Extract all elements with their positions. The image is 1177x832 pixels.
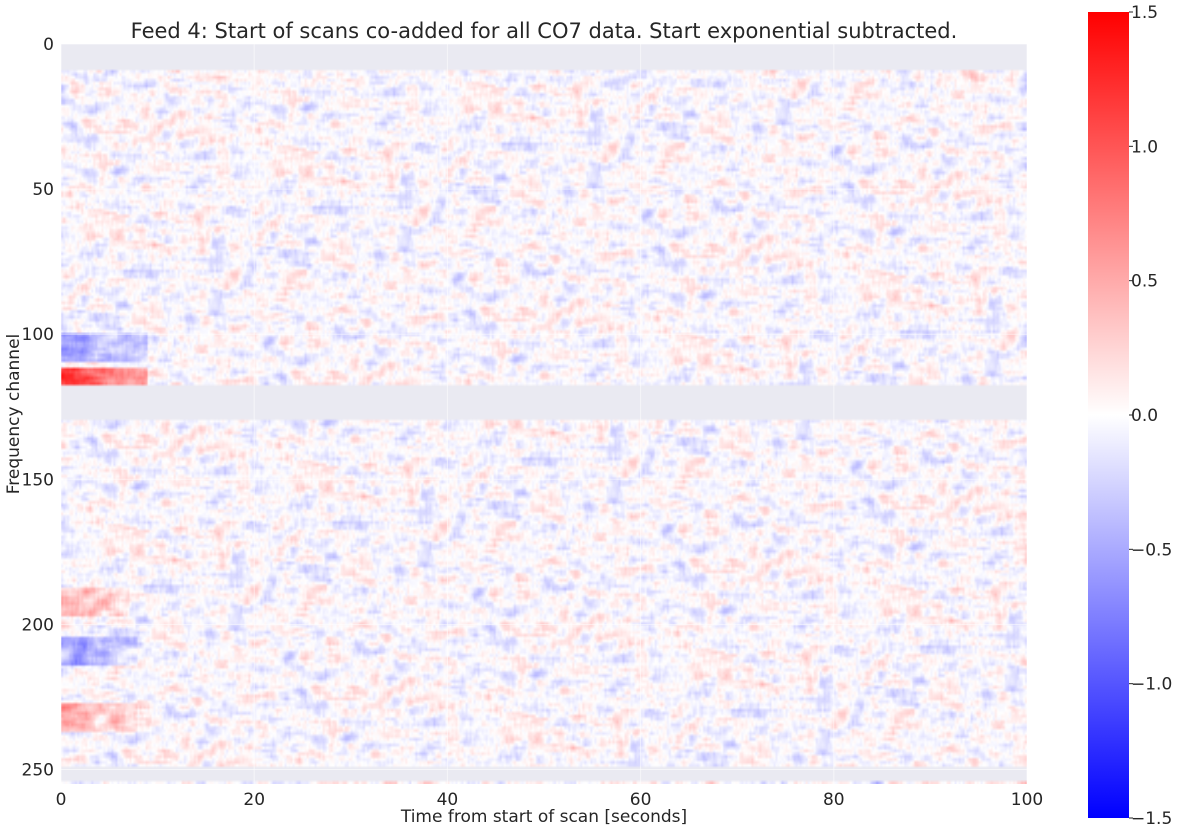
heatmap-image xyxy=(61,44,1027,784)
colorbar-ticks: 1.5 1.0 0.5 0.0 −0.5 −1.0 −1.5 xyxy=(1129,3,1172,829)
colorbar-tick-label: −0.5 xyxy=(1131,540,1172,560)
colorbar-tick-label: 1.0 xyxy=(1131,137,1158,157)
plot-area xyxy=(60,43,1028,784)
x-tick-label: 0 xyxy=(56,790,67,810)
y-tick-label: 250 xyxy=(22,760,54,780)
colorbar-tick-label: 0.5 xyxy=(1131,272,1158,292)
colorbar-tick-label: −1.5 xyxy=(1131,809,1172,829)
colorbar: 1.5 1.0 0.5 0.0 −0.5 −1.0 −1.5 xyxy=(1088,3,1172,829)
x-tick-label: 80 xyxy=(823,790,845,810)
grid-lines xyxy=(60,43,1028,784)
colorbar-tick-label: 1.5 xyxy=(1131,3,1158,23)
y-axis-label: Frequency channel xyxy=(4,334,24,495)
y-axis: 0 50 100 150 200 250 xyxy=(22,35,54,780)
colorbar-gradient xyxy=(1088,12,1129,818)
y-tick-label: 50 xyxy=(32,180,54,200)
y-tick-label: 0 xyxy=(43,35,54,55)
x-tick-label: 100 xyxy=(1011,790,1043,810)
y-tick-label: 150 xyxy=(22,470,54,490)
x-axis-label: Time from start of scan [seconds] xyxy=(400,807,687,827)
y-tick-label: 200 xyxy=(22,615,54,635)
colorbar-tick-label: 0.0 xyxy=(1131,406,1158,426)
chart-title: Feed 4: Start of scans co-added for all … xyxy=(131,19,958,43)
x-tick-label: 40 xyxy=(437,790,459,810)
x-tick-label: 60 xyxy=(630,790,652,810)
colorbar-tick-label: −1.0 xyxy=(1131,675,1172,695)
x-tick-label: 20 xyxy=(243,790,265,810)
y-tick-label: 100 xyxy=(22,325,54,345)
x-axis: 0 20 40 60 80 100 xyxy=(56,790,1044,810)
